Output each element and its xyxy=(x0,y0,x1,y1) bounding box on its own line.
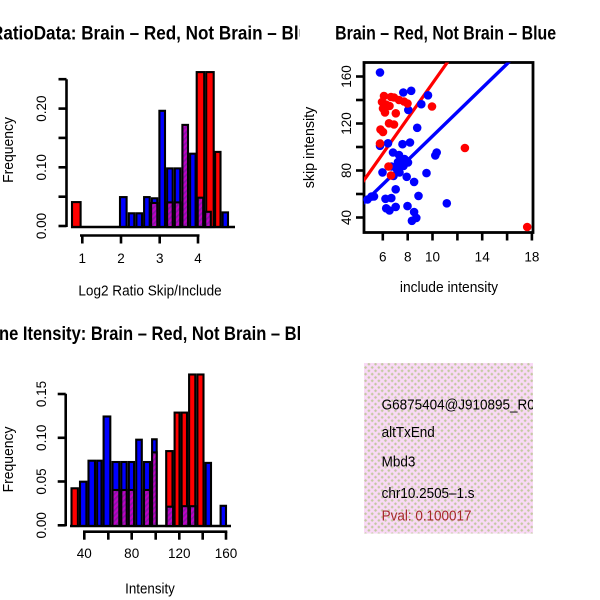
svg-text:skip intensity: skip intensity xyxy=(302,106,318,188)
svg-text:8: 8 xyxy=(404,250,412,265)
svg-text:ne Itensity: Brain – Red, Not: ne Itensity: Brain – Red, Not Brain – Bl… xyxy=(0,323,321,344)
svg-text:40: 40 xyxy=(339,210,354,225)
svg-text:160: 160 xyxy=(339,65,354,88)
svg-text:Pval: 0.100017: Pval: 0.100017 xyxy=(382,508,472,525)
svg-text:0.15: 0.15 xyxy=(34,381,49,407)
svg-text:chr10.2505–1.s: chr10.2505–1.s xyxy=(382,485,475,502)
svg-text:2: 2 xyxy=(117,251,125,266)
svg-text:altTxEnd: altTxEnd xyxy=(382,424,435,441)
svg-text:G6875404@J910895_R0: G6875404@J910895_R0 xyxy=(382,397,535,414)
svg-text:10: 10 xyxy=(425,250,440,265)
svg-text:RatioData: Brain – Red, Not Br: RatioData: Brain – Red, Not Brain – Blue xyxy=(0,23,319,44)
svg-text:120: 120 xyxy=(339,112,354,135)
svg-text:1: 1 xyxy=(79,251,87,266)
svg-text:3: 3 xyxy=(156,251,164,266)
svg-text:6: 6 xyxy=(379,250,387,265)
svg-text:80: 80 xyxy=(124,546,139,561)
svg-text:0.05: 0.05 xyxy=(34,468,49,494)
svg-text:Frequency: Frequency xyxy=(1,116,18,183)
svg-text:Frequency: Frequency xyxy=(1,426,18,493)
svg-text:include intensity: include intensity xyxy=(400,280,499,297)
svg-text:160: 160 xyxy=(215,546,238,561)
svg-text:14: 14 xyxy=(475,250,491,265)
svg-text:0.00: 0.00 xyxy=(34,213,49,239)
svg-text:40: 40 xyxy=(77,546,92,561)
svg-text:80: 80 xyxy=(339,163,354,178)
svg-text:Intensity: Intensity xyxy=(125,581,176,598)
svg-text:0.00: 0.00 xyxy=(34,512,49,538)
svg-text:120: 120 xyxy=(168,546,191,561)
svg-text:0.10: 0.10 xyxy=(34,154,49,180)
svg-text:0.10: 0.10 xyxy=(34,425,49,451)
svg-text:4: 4 xyxy=(194,251,202,266)
svg-text:18: 18 xyxy=(524,250,539,265)
svg-text:Brain – Red, Not Brain – Blue: Brain – Red, Not Brain – Blue xyxy=(335,22,556,44)
svg-text:0.20: 0.20 xyxy=(34,95,49,121)
svg-text:Mbd3: Mbd3 xyxy=(382,454,416,471)
svg-text:Log2 Ratio Skip/Include: Log2 Ratio Skip/Include xyxy=(78,283,221,300)
